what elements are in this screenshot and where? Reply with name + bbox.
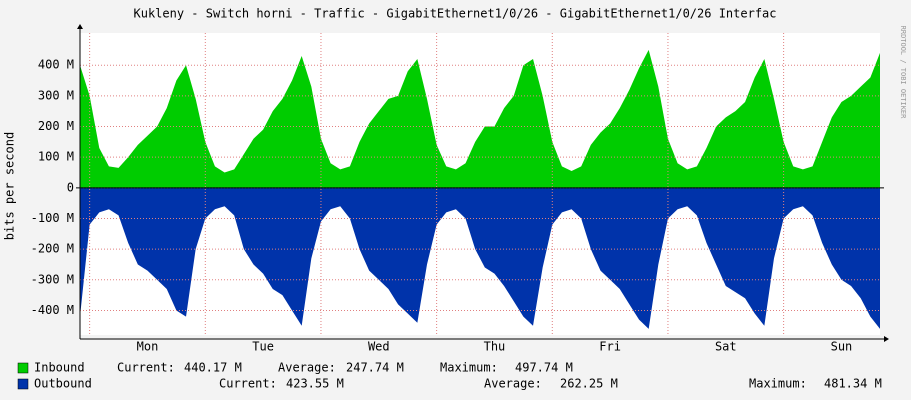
- legend-label: Outbound: [34, 377, 92, 391]
- stat-value: 423.55 M: [286, 377, 344, 391]
- y-tick-label: -300 M: [31, 272, 74, 286]
- axis-arrow: [884, 336, 889, 342]
- x-tick-label: Sun: [831, 340, 853, 354]
- y-tick-label: -200 M: [31, 242, 74, 256]
- x-tick-label: Sat: [715, 340, 737, 354]
- stat-value: 262.25 M: [560, 377, 618, 391]
- y-tick-label: 100 M: [38, 150, 74, 164]
- x-tick-label: Fri: [599, 340, 621, 354]
- stat-value: 481.34 M: [824, 377, 882, 391]
- y-tick-label: 200 M: [38, 119, 74, 133]
- stat-value: 497.74 M: [515, 361, 573, 375]
- stat-value: 247.74 M: [346, 361, 404, 375]
- stat-label: Average:: [484, 377, 542, 391]
- chart-title: Kukleny - Switch horni - Traffic - Gigab…: [134, 7, 777, 21]
- area: [80, 49, 880, 188]
- stat-label: Current:: [117, 361, 175, 375]
- stat-value: 440.17 M: [184, 361, 242, 375]
- stat-label: Average:: [278, 361, 336, 375]
- watermark: RRDTOOL / TOBI OETIKER: [899, 26, 907, 120]
- x-tick-label: Mon: [137, 340, 159, 354]
- x-tick-label: Tue: [252, 340, 274, 354]
- y-tick-label: -100 M: [31, 211, 74, 225]
- legend-label: Inbound: [34, 361, 85, 375]
- y-tick-label: 300 M: [38, 88, 74, 102]
- stat-label: Current:: [219, 377, 277, 391]
- y-tick-label: 400 M: [38, 58, 74, 72]
- legend-swatch: [17, 362, 29, 374]
- y-tick-label: -400 M: [31, 303, 74, 317]
- area: [80, 187, 880, 329]
- x-tick-label: Wed: [368, 340, 390, 354]
- y-tick-label: 0: [67, 180, 74, 194]
- axis-arrow: [77, 24, 83, 29]
- stat-label: Maximum:: [440, 361, 498, 375]
- x-tick-label: Thu: [484, 340, 506, 354]
- legend-swatch: [17, 378, 29, 390]
- y-axis-label: bits per second: [3, 132, 17, 240]
- stat-label: Maximum:: [749, 377, 807, 391]
